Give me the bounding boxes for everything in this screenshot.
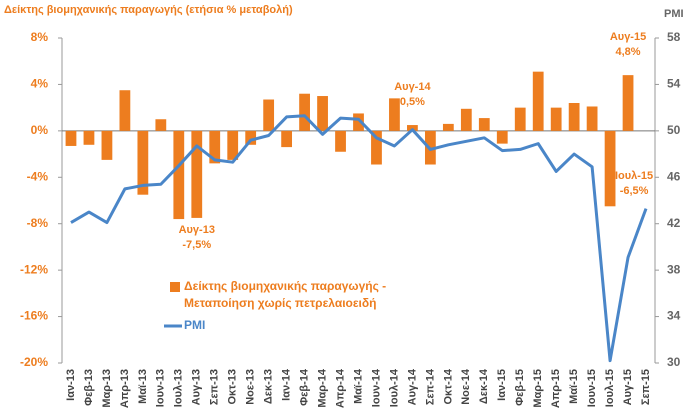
bar	[335, 130, 346, 152]
x-tick-label: Αυγ-13	[191, 369, 203, 405]
x-tick-label: Οκτ-14	[442, 368, 454, 404]
annotation-category: Αυγ-14	[394, 81, 431, 93]
y2-tick-label: 46	[667, 169, 681, 183]
y-tick-label: -16%	[20, 309, 48, 323]
bar	[281, 130, 293, 148]
x-tick-label: Φεβ-13	[83, 369, 95, 406]
y-tick-label: -12%	[20, 262, 48, 276]
x-tick-label: Ιουν-13	[155, 369, 167, 407]
bar	[514, 107, 526, 131]
bar	[173, 130, 185, 220]
bar	[263, 99, 275, 131]
y-tick-label: 0%	[31, 123, 49, 137]
x-tick-label: Αυγ-15	[622, 369, 634, 405]
data-label: 4,8%	[616, 46, 641, 58]
bar	[191, 130, 203, 218]
x-tick-label: Φεβ-15	[514, 369, 526, 406]
legend-label: Δείκτης βιομηχανικής παραγωγής - Μεταποί…	[184, 279, 387, 310]
x-tick-label: Μαϊ-15	[568, 369, 580, 404]
x-tick-label: Σεπ-14	[424, 368, 436, 405]
bar	[101, 130, 113, 160]
x-tick-label: Ιουλ-13	[173, 369, 185, 407]
bar	[550, 107, 562, 131]
y-tick-label: -4%	[27, 169, 49, 183]
bar	[478, 118, 490, 131]
bar	[65, 130, 77, 146]
bar	[442, 123, 454, 131]
x-tick-label: Σεπ-15	[640, 369, 652, 405]
bar	[299, 93, 310, 131]
x-tick-label: Νοε-13	[245, 369, 257, 405]
data-label: 0,5%	[400, 96, 425, 108]
legend-label: PMI	[184, 318, 206, 332]
y2-tick-label: 38	[667, 262, 681, 276]
bar	[227, 130, 239, 160]
y-tick-label: 8%	[31, 30, 49, 44]
x-tick-label: Αυγ-14	[406, 368, 418, 405]
bar	[317, 96, 328, 131]
y2-tick-label: 54	[667, 77, 681, 91]
legend-swatch	[170, 282, 180, 292]
y-tick-label: 4%	[31, 77, 49, 91]
y2-tick-label: 58	[667, 30, 681, 44]
chart-title: Δείκτης βιομηχανικής παραγωγής (ετήσια %…	[4, 4, 293, 16]
annotation-category: Ιουλ-15	[615, 170, 653, 182]
bar	[209, 130, 221, 164]
bar	[83, 130, 95, 145]
legend-entry: PMI	[184, 318, 206, 332]
x-tick-label: Ιαν-15	[496, 369, 508, 401]
bar	[532, 71, 544, 131]
x-tick-label: Ιαν-14	[281, 368, 293, 401]
bar	[353, 113, 364, 131]
x-tick-label: Οκτ-13	[227, 369, 239, 405]
bar	[119, 90, 131, 131]
x-tick-label: Απρ-15	[550, 369, 562, 408]
y2-tick-label: 50	[667, 123, 681, 137]
y2-tick-label: 42	[667, 216, 681, 230]
y2-title: PMI	[664, 8, 684, 20]
x-tick-label: Μαρ-15	[532, 369, 544, 408]
x-tick-label: Δεκ-13	[263, 369, 275, 404]
x-tick-label: Ιουλ-14	[388, 368, 400, 407]
legend-entry: Δείκτης βιομηχανικής παραγωγής - Μεταποί…	[184, 279, 387, 310]
y2-tick-label: 30	[667, 355, 681, 369]
bar	[586, 106, 598, 131]
x-tick-label: Μαϊ-13	[137, 369, 149, 404]
x-tick-label: Ιουν-15	[586, 369, 598, 407]
y2-tick-label: 34	[667, 309, 681, 323]
x-tick-label: Ιουν-14	[370, 368, 382, 407]
y-tick-label: -8%	[27, 216, 49, 230]
x-tick-label: Απρ-13	[119, 369, 131, 408]
bar	[155, 119, 167, 131]
x-tick-label: Δεκ-14	[478, 368, 490, 404]
bar	[604, 130, 616, 207]
bar	[622, 75, 634, 131]
x-tick-label: Μαρ-14	[316, 368, 328, 408]
y-tick-label: -20%	[20, 355, 48, 369]
bar	[371, 130, 382, 165]
x-tick-label: Ιουλ-15	[604, 369, 616, 407]
bar	[407, 125, 418, 131]
annotation-category: Αυγ-13	[179, 224, 215, 236]
x-tick-label: Νοε-14	[460, 368, 472, 405]
bar	[137, 130, 149, 195]
bar	[389, 98, 400, 131]
data-label: -6,5%	[620, 185, 649, 197]
x-tick-label: Ιαν-13	[65, 369, 77, 401]
x-tick-label: Σεπ-13	[209, 369, 221, 405]
x-tick-label: Μαρ-13	[101, 369, 113, 408]
bar	[568, 103, 580, 131]
x-tick-label: Απρ-14	[334, 368, 346, 408]
line	[70, 114, 648, 363]
data-label: -7,5%	[182, 239, 211, 251]
bar	[460, 108, 472, 131]
bar	[245, 130, 257, 145]
x-tick-label: Μαϊ-14	[352, 368, 364, 404]
annotation-category: Αυγ-15	[610, 31, 646, 43]
x-tick-label: Φεβ-14	[298, 368, 310, 406]
bar	[496, 130, 508, 144]
